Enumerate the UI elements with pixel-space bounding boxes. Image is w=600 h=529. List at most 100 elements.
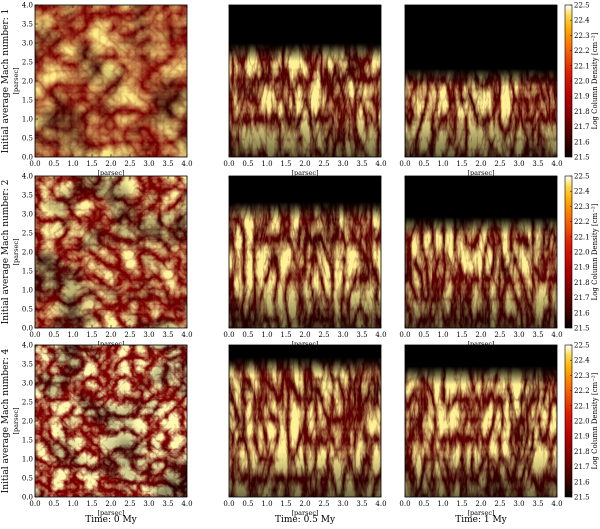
y-tick-label: 2.0: [22, 249, 33, 257]
colorbar-tick-label: 22.3: [574, 372, 590, 380]
colorbar-tick-label: 22.2: [574, 47, 590, 55]
density-map-lower-shade: [405, 176, 557, 328]
colorbar-tick-label: 22.5: [574, 173, 590, 181]
y-tick-label: 3.5: [22, 361, 33, 369]
row-label: Initial average Mach number: 2: [1, 180, 11, 325]
colorbar-tick-label: 22.1: [574, 402, 590, 410]
x-axis-unit: [parsec]: [467, 169, 494, 177]
x-tick-label: 1.5: [456, 331, 467, 339]
y-tick-label: 2.0: [22, 418, 33, 426]
colorbar-tick-label: 22.3: [574, 203, 590, 211]
colorbar-row-3: 22.5 22.4 22.3 22.2 22.1 22.0 21.9 21.8 21.7 21.6…: [564, 342, 599, 502]
x-tick-label: 2.0: [475, 160, 486, 168]
density-map-voids: [35, 5, 187, 157]
density-map-lower-shade: [229, 176, 381, 328]
x-tick-label: 3.5: [356, 500, 367, 508]
x-axis-unit: [parsec]: [291, 169, 318, 177]
x-tick-label: 4.0: [375, 331, 386, 339]
x-tick-label: 3.5: [532, 160, 543, 168]
colorbar-row-1: 22.5 22.4 22.3 22.2 22.1 22.0 21.9 21.8 21.7 21.6…: [564, 2, 599, 162]
colorbar-label: Log Column Density [cm⁻²]: [591, 32, 599, 129]
x-tick-label: 0.5: [242, 500, 253, 508]
colorbar-tick-label: 22.3: [574, 32, 590, 40]
x-axis-unit: [parsec]: [467, 340, 494, 348]
x-tick-label: 0.0: [223, 331, 234, 339]
x-tick-label: 1.0: [261, 160, 272, 168]
x-tick-label: 1.5: [280, 160, 291, 168]
panel-r1-c3: 0.0 0.5 1.0 1.5 2.0 2.5 3.0 3.5 4.0 [parsec]: [399, 4, 563, 177]
y-tick-label: 0.0: [22, 325, 33, 333]
colorbar-tick-label: 21.5: [574, 154, 590, 162]
colorbar-tick-label: 21.9: [574, 433, 590, 441]
x-tick-label: 4.0: [181, 160, 192, 168]
x-axis-unit: [parsec]: [97, 509, 124, 517]
x-tick-label: 1.0: [67, 500, 78, 508]
colorbar-tick-label: 21.5: [574, 494, 590, 502]
x-tick-label: 0.5: [48, 331, 59, 339]
colorbar-tick-label: 21.5: [574, 325, 590, 333]
x-tick-label: 2.5: [494, 500, 505, 508]
y-tick-label: 1.0: [22, 116, 33, 124]
colorbar-tick-label: 21.9: [574, 264, 590, 272]
y-tick-label: 0.5: [22, 475, 33, 483]
x-tick-label: 3.5: [532, 331, 543, 339]
y-tick-label: 2.5: [22, 59, 33, 67]
colorbar-tick-label: 21.8: [574, 448, 590, 456]
x-tick-label: 3.5: [532, 500, 543, 508]
x-tick-label: 3.5: [162, 331, 173, 339]
colorbar-row-2: 22.5 22.4 22.3 22.2 22.1 22.0 21.9 21.8 21.7 21.6…: [564, 173, 599, 333]
y-tick-label: 3.0: [22, 40, 33, 48]
colorbar-tick-label: 22.1: [574, 233, 590, 241]
x-axis-unit: [parsec]: [291, 340, 318, 348]
x-tick-label: 1.5: [456, 160, 467, 168]
x-axis-unit: [parsec]: [97, 340, 124, 348]
colorbar-tick-label: 22.4: [574, 357, 590, 365]
density-map-voids: [35, 176, 187, 328]
x-tick-label: 4.0: [551, 500, 562, 508]
x-tick-label: 3.5: [162, 160, 173, 168]
x-tick-label: 1.0: [437, 331, 448, 339]
panel-r3-c2: 0.0 0.5 1.0 1.5 2.0 2.5 3.0 3.5 4.0 [parsec]: [223, 344, 387, 517]
colorbar-tick-label: 21.7: [574, 463, 590, 471]
y-tick-label: 2.0: [22, 78, 33, 86]
x-tick-label: 2.0: [299, 160, 310, 168]
x-tick-label: 3.5: [162, 500, 173, 508]
x-tick-label: 2.5: [318, 500, 329, 508]
y-axis-unit: [parsec]: [12, 407, 20, 434]
colorbar-label: Log Column Density [cm⁻²]: [591, 372, 599, 469]
x-tick-label: 4.0: [375, 160, 386, 168]
x-tick-label: 1.0: [437, 500, 448, 508]
y-tick-label: 1.5: [22, 437, 33, 445]
y-axis-unit: [parsec]: [12, 67, 20, 94]
colorbar-tick-label: 21.7: [574, 294, 590, 302]
y-axis-unit: [parsec]: [12, 238, 20, 265]
y-tick-label: 3.0: [22, 380, 33, 388]
x-tick-label: 2.0: [105, 331, 116, 339]
colorbar-tick-label: 22.2: [574, 387, 590, 395]
panel-r2-c2: 0.0 0.5 1.0 1.5 2.0 2.5 3.0 3.5 4.0 [parsec]: [223, 175, 387, 348]
density-map-lower-shade: [405, 345, 557, 497]
colorbar-tick-label: 22.2: [574, 218, 590, 226]
y-tick-label: 4.0: [22, 342, 33, 350]
x-tick-label: 0.0: [29, 500, 40, 508]
colorbar-tick-label: 21.7: [574, 123, 590, 131]
x-tick-label: 2.5: [494, 331, 505, 339]
colorbar-tick-label: 22.1: [574, 62, 590, 70]
y-tick-label: 4.0: [22, 2, 33, 10]
colorbar-tick-label: 22.4: [574, 17, 590, 25]
x-tick-label: 2.0: [299, 500, 310, 508]
y-tick-label: 0.0: [22, 154, 33, 162]
x-tick-label: 0.5: [418, 331, 429, 339]
x-tick-label: 2.5: [124, 500, 135, 508]
x-tick-label: 2.5: [124, 160, 135, 168]
panel-r2-c3: 0.0 0.5 1.0 1.5 2.0 2.5 3.0 3.5 4.0 [parsec]: [399, 175, 563, 348]
x-tick-label: 0.0: [223, 160, 234, 168]
x-axis-unit: [parsec]: [291, 509, 318, 517]
colorbar-tick-label: 22.4: [574, 188, 590, 196]
x-tick-label: 2.5: [318, 331, 329, 339]
colorbar-tick-label: 22.0: [574, 78, 590, 86]
density-map-lower-shade: [229, 5, 381, 157]
colorbar-tick-label: 22.5: [574, 2, 590, 10]
colorbar-tick-label: 21.8: [574, 108, 590, 116]
